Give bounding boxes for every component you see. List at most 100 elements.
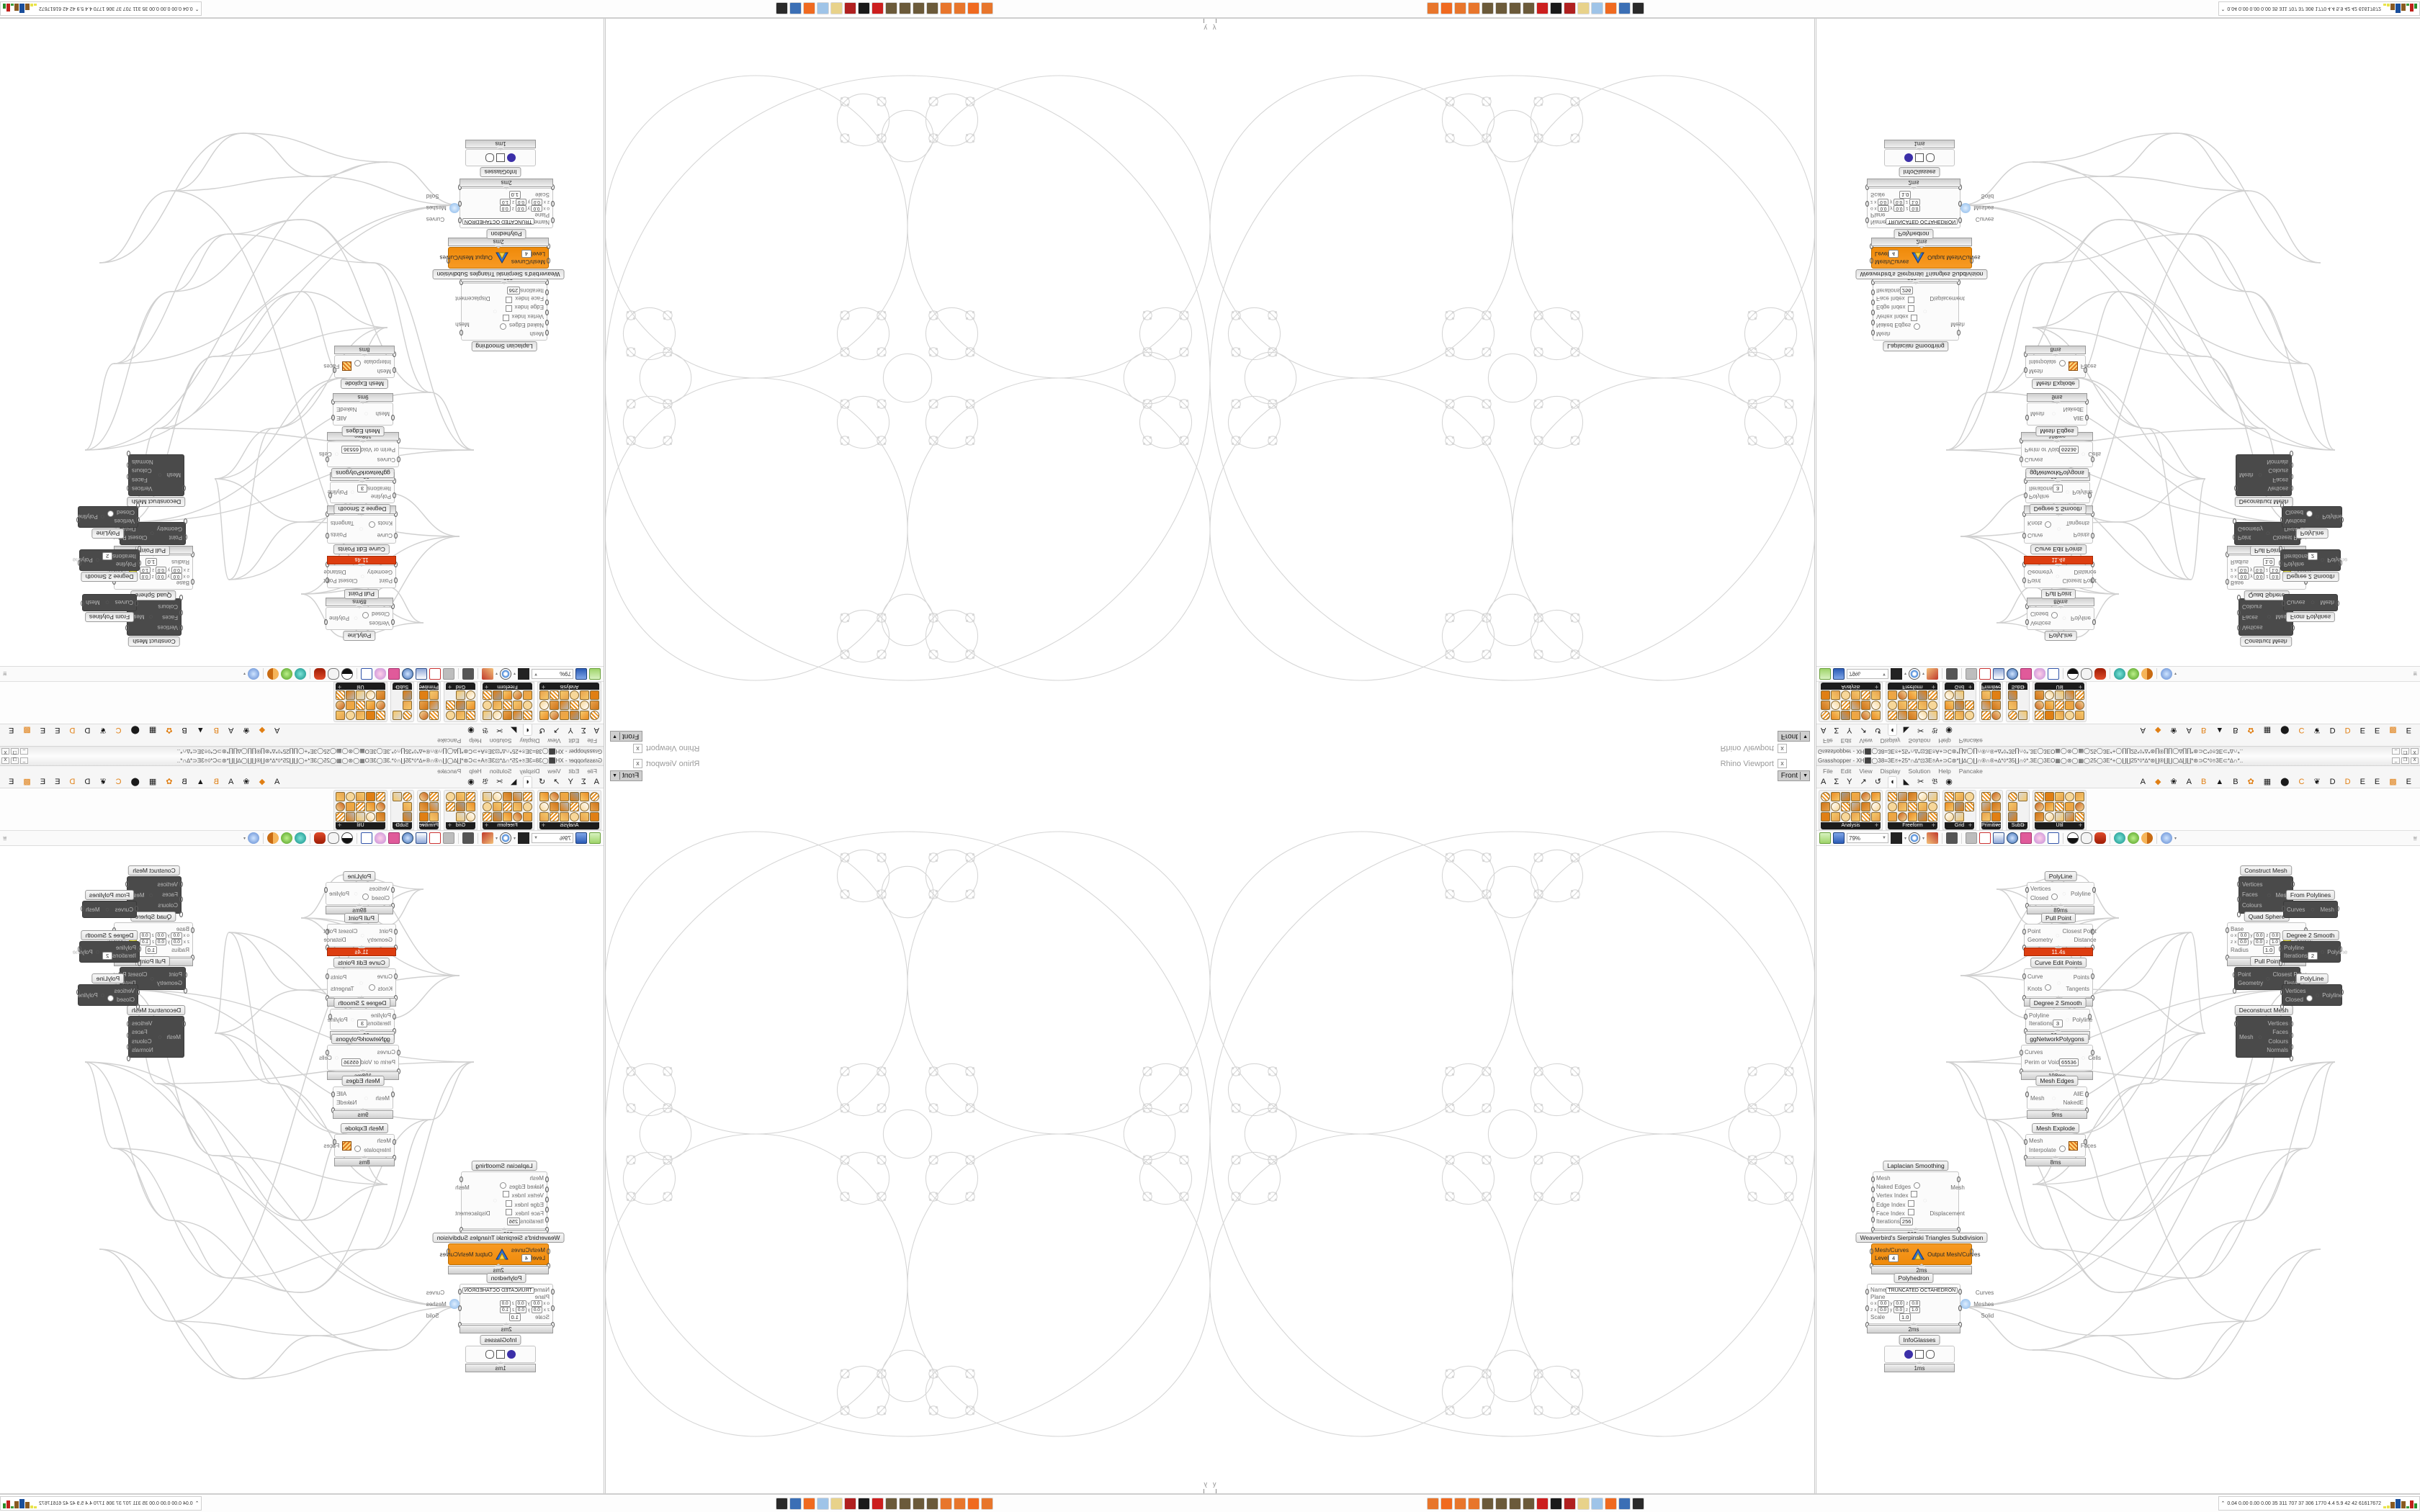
input-port[interactable] <box>394 973 398 979</box>
input-param[interactable]: Polyline <box>2029 1012 2050 1019</box>
gh-component-polyline-2[interactable]: PolyLine Vertices Closed ◌ Polyline <box>2280 971 2344 1009</box>
ribbon-component-icon[interactable] <box>590 812 599 822</box>
ribbon-component-icon[interactable] <box>419 792 429 801</box>
output-param[interactable]: Colours <box>132 1038 152 1045</box>
group-pin-icon[interactable]: ✛ <box>421 684 426 688</box>
ribbon-component-icon[interactable] <box>550 701 559 710</box>
ribbon-component-icon[interactable] <box>403 701 412 710</box>
gh-component-polyline-2[interactable]: PolyLine Vertices Closed ◌ Polyline <box>76 503 140 541</box>
menu-item-solution[interactable]: Solution <box>1908 737 1931 745</box>
input-port[interactable] <box>393 367 396 373</box>
output-param[interactable]: Solid <box>426 193 439 200</box>
ribbon-component-icon[interactable] <box>1861 802 1870 811</box>
output-param[interactable]: Mesh <box>1950 1184 1965 1191</box>
index-field[interactable] <box>1908 305 1915 312</box>
ribbon-component-icon[interactable] <box>466 792 475 801</box>
cluster-icon[interactable] <box>360 832 372 844</box>
overflow-icon[interactable]: ⩸ <box>2413 670 2417 678</box>
ribbon-group-subd[interactable]: SubD ✛ <box>2006 790 2030 830</box>
iterations-field[interactable]: 2 <box>2307 951 2318 960</box>
input-param[interactable]: Geometry <box>156 526 182 533</box>
input-port[interactable] <box>138 960 141 966</box>
ribbon-component-icon[interactable] <box>403 792 412 801</box>
ribbon-component-icon[interactable] <box>1945 792 1954 801</box>
input-port[interactable] <box>1870 1248 1873 1254</box>
ribbon-plugin-tab-7[interactable]: ✿ <box>2247 778 2254 786</box>
grasshopper-menubar[interactable]: File Edit View Display Solution Help Pancake <box>0 766 604 775</box>
output-port[interactable] <box>326 1050 329 1056</box>
ribbon-component-icon[interactable] <box>429 802 439 811</box>
ribbon-component-icon[interactable] <box>1918 812 1927 822</box>
ribbon-group-icons[interactable] <box>539 792 599 822</box>
save-icon[interactable] <box>575 668 587 680</box>
input-port[interactable] <box>2282 906 2285 912</box>
plane-value-field[interactable]: 0.0 <box>515 205 526 212</box>
output-param[interactable]: Meshes <box>426 1300 447 1308</box>
ribbon-group-label[interactable]: SubD ✛ <box>393 822 412 829</box>
input-param[interactable]: Closed <box>362 611 390 618</box>
ribbon-component-icon[interactable] <box>336 792 345 801</box>
output-param[interactable]: Polyline <box>329 615 350 622</box>
component-body[interactable]: Vertices Closed ◌ Polyline <box>76 984 140 1009</box>
gh-component-laplacian-smoothing[interactable]: Laplacian Smoothing Mesh Naked Edges Vertex… <box>455 274 549 354</box>
index-field[interactable] <box>1908 1200 1915 1207</box>
component-body[interactable]: Curves ◌ Mesh <box>81 594 138 611</box>
cow-icon[interactable] <box>858 2 870 15</box>
ribbon-component-icon[interactable] <box>523 690 532 700</box>
zoom-extents-icon[interactable] <box>518 832 529 844</box>
iterations-field[interactable]: 3 <box>357 1019 368 1027</box>
plane-value-field[interactable]: 0.0 <box>1909 205 1921 212</box>
ribbon-group-label[interactable]: Grid ✛ <box>446 822 475 829</box>
level-field[interactable]: 4 <box>521 250 532 258</box>
output-port[interactable] <box>2088 492 2092 498</box>
input-param[interactable]: Geometry <box>2027 936 2053 943</box>
input-param[interactable]: Base o x 0.0 y 0.0 z 0.0 z x 0.0 y 0.0 z 1… <box>2231 926 2281 945</box>
ribbon-plugin-tab-9[interactable]: ⬤ <box>2280 778 2290 786</box>
overflow-icon[interactable]: ⩸ <box>3 834 7 842</box>
input-param[interactable]: Knots <box>2027 520 2052 528</box>
ribbon-plugin-tab-4[interactable]: B <box>2200 726 2207 734</box>
scale-field[interactable]: 1.0 <box>508 191 521 199</box>
output-port[interactable] <box>324 619 328 625</box>
ribbon-plugin-tab-13[interactable]: D <box>2344 778 2351 786</box>
input-param[interactable]: Point <box>2027 927 2041 935</box>
ribbon-group-grid[interactable]: Grid ✛ <box>1942 682 1976 722</box>
grasshopper-titlebar[interactable]: Grasshopper - XH⬛◯38=3E⌾+25*∩∆*⊡3E⌾A+⊃C⊛… <box>1816 756 2420 766</box>
input-param[interactable]: Face Index <box>1876 295 1920 304</box>
input-port[interactable] <box>391 887 395 893</box>
plane-value-field[interactable]: 0.0 <box>1894 205 1905 212</box>
maximize-button[interactable]: ❐ <box>11 748 19 755</box>
ribbon-right-tabs[interactable]: A ◆ ❀ A B ▲ B ✿ ▦ ⬤ C ❦ D D E E ▩ E <box>2139 724 2417 735</box>
component-body[interactable]: Mesh ◌ AllE NakedE <box>331 399 395 426</box>
gh-component-weaverbird-sierpinski[interactable]: Weaverbird's Sierpinski Triangles Subdiv… <box>1855 1230 1988 1274</box>
component-body[interactable]: Vertices Closed ◌ Polyline <box>324 882 395 909</box>
component-body[interactable] <box>465 149 536 166</box>
ribbon-component-icon[interactable] <box>1981 792 1991 801</box>
input-port[interactable] <box>138 946 141 952</box>
ribbon-component-icon[interactable] <box>550 802 559 811</box>
polyhedron-name-field[interactable]: TRUNCATED OCTAHEDRON <box>1886 1287 1958 1294</box>
output-port[interactable] <box>81 600 84 606</box>
ribbon-component-icon[interactable] <box>503 701 512 710</box>
ribbon-group-icons[interactable] <box>2035 792 2084 822</box>
input-param[interactable]: Curves <box>2025 1049 2043 1056</box>
ribbon-component-icon[interactable] <box>1898 701 1907 710</box>
output-param[interactable]: Mesh <box>1950 321 1965 328</box>
iterations-field[interactable]: 256 <box>1899 286 1914 294</box>
component-body[interactable]: Vertices Closed ◌ Polyline <box>2025 882 2096 909</box>
ribbon-component-icon[interactable] <box>570 690 579 700</box>
ribbon-component-icon[interactable] <box>2035 792 2044 801</box>
polyhedron-name-field[interactable]: TRUNCATED OCTAHEDRON <box>1886 218 1958 225</box>
zoom-extents-icon[interactable] <box>518 668 529 680</box>
polyhedron-name-field[interactable]: TRUNCATED OCTAHEDRON <box>462 218 534 225</box>
gimp-icon[interactable] <box>1482 2 1494 15</box>
input-param[interactable]: Faces <box>2242 613 2258 621</box>
book-icon[interactable] <box>1564 1497 1576 1510</box>
